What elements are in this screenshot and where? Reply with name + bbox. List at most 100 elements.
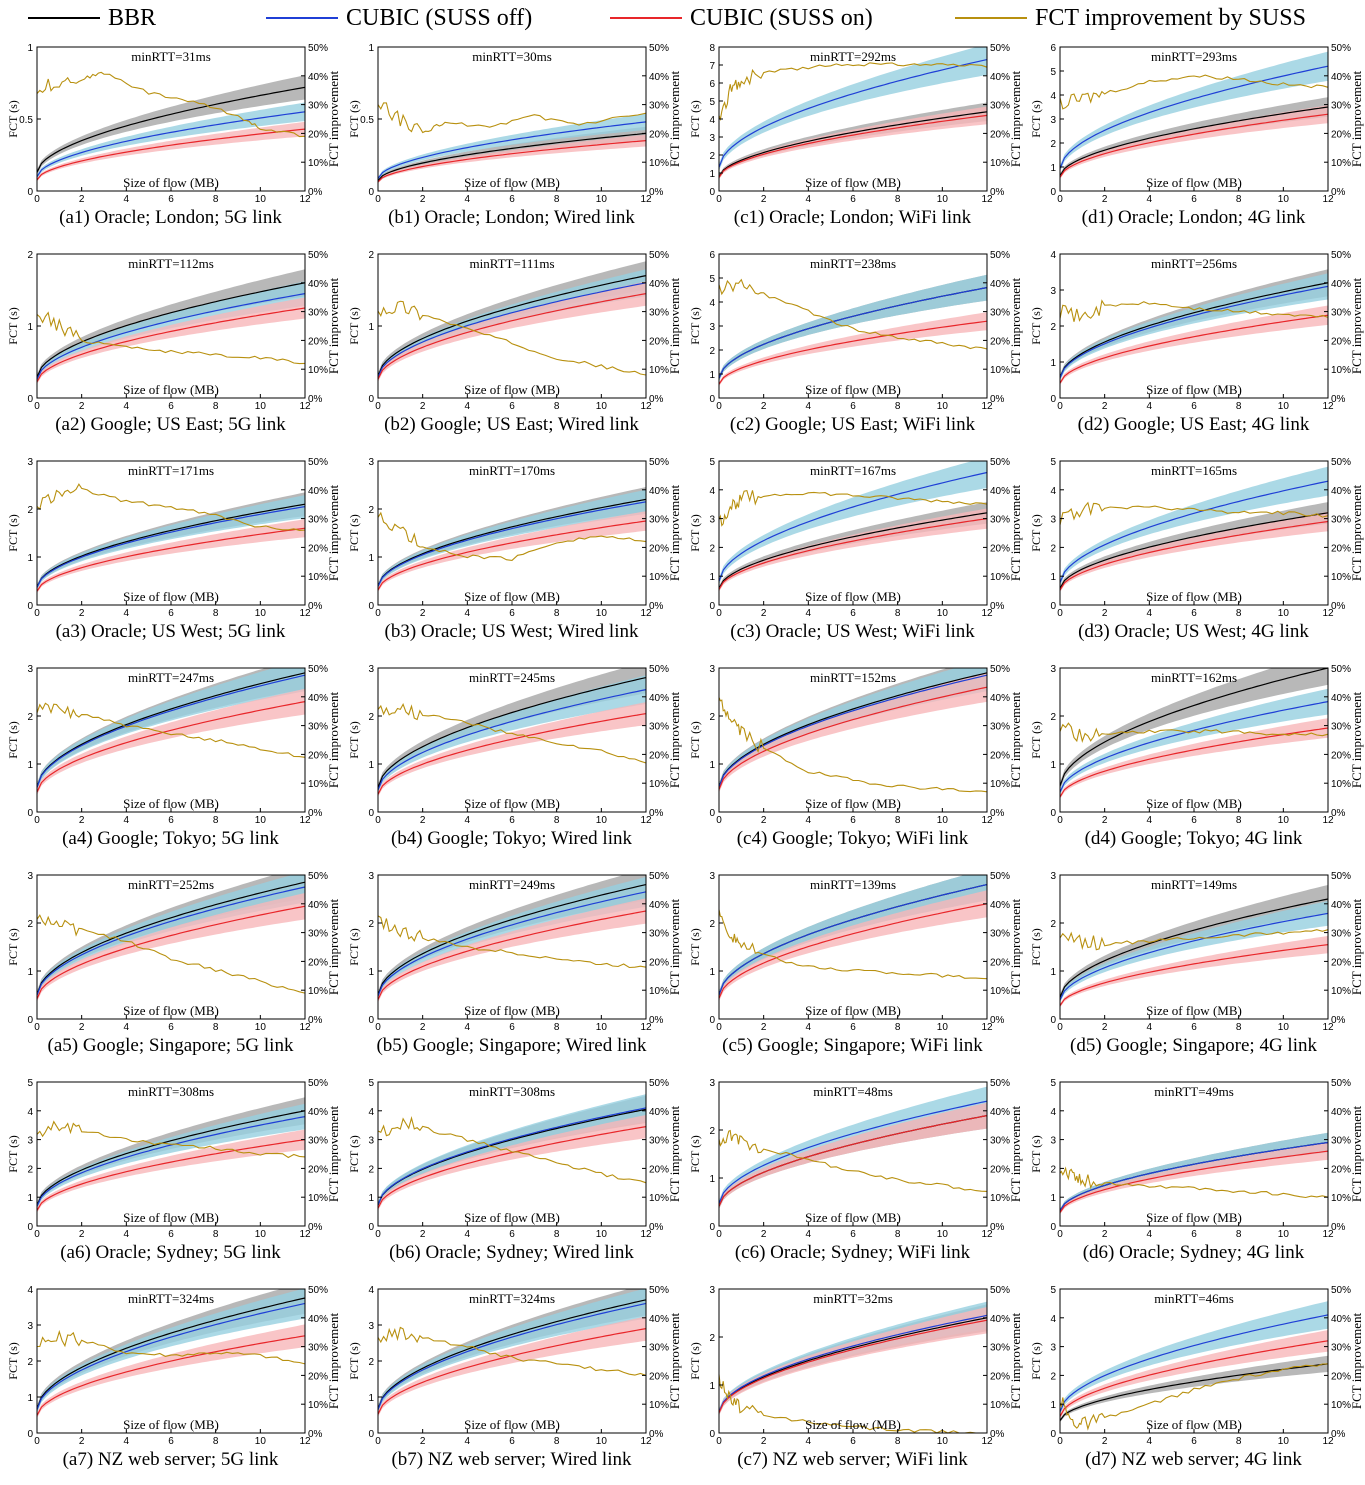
x-tick-label: 2 xyxy=(79,1022,85,1033)
y-axis-label: FCT (s) xyxy=(688,1342,702,1379)
legend-cubic-off-line xyxy=(266,17,338,19)
x-tick-label: 8 xyxy=(213,608,219,619)
x-tick-label: 6 xyxy=(168,1022,174,1033)
panel-a2: 0 2 4 6 8 10 12 0 1 2 0% 10% 20% 30% 40% 50% FCT (s) FCT … xyxy=(0,243,341,450)
right-tick-label: 20% xyxy=(308,957,328,968)
right-tick-label: 20% xyxy=(649,543,669,554)
right-tick-label: 40% xyxy=(1331,72,1351,83)
right-tick-label: 30% xyxy=(308,929,328,940)
x-axis-label: Size of flow (MB) xyxy=(805,589,901,604)
right-tick-label: 10% xyxy=(308,1193,328,1204)
right-tick-label: 50% xyxy=(990,1285,1010,1296)
right-tick-label: 20% xyxy=(1331,1164,1351,1175)
line-bbr-c1 xyxy=(718,111,988,178)
x-tick-label: 6 xyxy=(509,194,515,205)
legend-cubic-off-label: CUBIC (SUSS off) xyxy=(346,4,533,31)
x-tick-label: 8 xyxy=(554,1022,560,1033)
y-axis-label: FCT (s) xyxy=(347,100,361,137)
line-cubic-off-b7 xyxy=(377,1302,647,1410)
y-axis-label: FCT (s) xyxy=(6,721,20,758)
y-tick-label: 2 xyxy=(709,346,715,357)
band-cubic-on-d6 xyxy=(1060,1142,1328,1215)
y-tick-label: 4 xyxy=(709,486,715,497)
right-tick-label: 20% xyxy=(990,1371,1010,1382)
x-tick-label: 4 xyxy=(465,815,471,826)
right-tick-label: 40% xyxy=(308,900,328,911)
x-tick-label: 2 xyxy=(761,194,767,205)
line-bbr-a2 xyxy=(36,282,306,378)
legend: BBR CUBIC (SUSS off) CUBIC (SUSS on) FCT… xyxy=(0,0,1365,36)
y-axis-label: FCT (s) xyxy=(6,100,20,137)
caption-a6: (a6) Oracle; Sydney; 5G link xyxy=(60,1242,281,1263)
x-tick-label: 4 xyxy=(124,815,130,826)
legend-cubic-off: CUBIC (SUSS off) xyxy=(266,3,532,33)
right-tick-label: 10% xyxy=(1331,572,1351,583)
right-tick-label: 10% xyxy=(990,779,1010,790)
right-tick-label: 0% xyxy=(990,394,1005,405)
y-tick-label: 2 xyxy=(1050,1371,1056,1382)
line-bbr-b1 xyxy=(377,132,647,182)
y-tick-label: 2 xyxy=(1050,1164,1056,1175)
line-improvement-b4 xyxy=(377,702,647,764)
x-tick-label: 6 xyxy=(850,401,856,412)
right-tick-label: 50% xyxy=(308,1078,328,1089)
caption-b7: (b7) NZ web server; Wired link xyxy=(391,1449,632,1470)
x-tick-label: 6 xyxy=(850,194,856,205)
caption-b3: (b3) Oracle; US West; Wired link xyxy=(384,621,639,642)
line-bbr-b7 xyxy=(377,1299,647,1410)
y-tick-label: 0 xyxy=(1050,1429,1056,1440)
y-tick-label: 0 xyxy=(27,808,33,819)
y-tick-label: 0 xyxy=(27,394,33,405)
x-tick-label: 8 xyxy=(213,194,219,205)
right-tick-label: 20% xyxy=(308,129,328,140)
line-bbr-a6 xyxy=(36,1110,306,1206)
caption-b5: (b5) Google; Singapore; Wired link xyxy=(376,1035,647,1056)
x-tick-label: 0 xyxy=(34,608,40,619)
line-cubic-off-d6 xyxy=(1059,1141,1329,1212)
y-axis-label: FCT (s) xyxy=(688,1135,702,1172)
line-improvement-a4 xyxy=(36,702,306,758)
x-tick-label: 0 xyxy=(716,1436,722,1447)
x-tick-label: 0 xyxy=(34,1229,40,1240)
right-tick-label: 10% xyxy=(308,572,328,583)
line-cubic-on-d5 xyxy=(1059,944,1329,1006)
line-bbr-b6 xyxy=(377,1108,647,1206)
line-cubic-on-a6 xyxy=(36,1139,306,1211)
y2-axis-label: FCT improvement xyxy=(1349,278,1364,375)
caption-a2: (a2) Google; US East; 5G link xyxy=(55,414,286,435)
right-tick-label: 40% xyxy=(649,279,669,290)
y-tick-label: 1 xyxy=(27,967,33,978)
right-tick-label: 20% xyxy=(990,957,1010,968)
x-tick-label: 2 xyxy=(420,608,426,619)
right-tick-label: 40% xyxy=(1331,279,1351,290)
x-tick-label: 4 xyxy=(1147,608,1153,619)
right-tick-label: 30% xyxy=(990,308,1010,319)
min-rtt-annotation: minRTT=245ms xyxy=(469,670,555,685)
x-tick-label: 10 xyxy=(255,401,267,412)
band-cubic-on-c6 xyxy=(719,1102,987,1210)
line-cubic-off-c3 xyxy=(718,471,988,582)
x-tick-label: 8 xyxy=(213,815,219,826)
x-tick-label: 12 xyxy=(981,401,993,412)
right-tick-label: 50% xyxy=(308,43,328,54)
x-tick-label: 10 xyxy=(255,1436,267,1447)
x-tick-label: 8 xyxy=(1236,1022,1242,1033)
x-tick-label: 10 xyxy=(1278,1022,1290,1033)
min-rtt-annotation: minRTT=249ms xyxy=(469,877,555,892)
line-cubic-on-b5 xyxy=(377,910,647,1000)
x-tick-label: 8 xyxy=(554,194,560,205)
x-axis-label: Size of flow (MB) xyxy=(805,1003,901,1018)
min-rtt-annotation: minRTT=324ms xyxy=(469,1291,555,1306)
min-rtt-annotation: minRTT=308ms xyxy=(469,1084,555,1099)
y-tick-label: 1 xyxy=(368,1193,374,1204)
x-axis-label: Size of flow (MB) xyxy=(1146,1417,1242,1432)
y-tick-label: 0 xyxy=(709,1429,715,1440)
y-tick-label: 2 xyxy=(1050,543,1056,554)
x-tick-label: 6 xyxy=(509,1022,515,1033)
x-tick-label: 0 xyxy=(34,194,40,205)
